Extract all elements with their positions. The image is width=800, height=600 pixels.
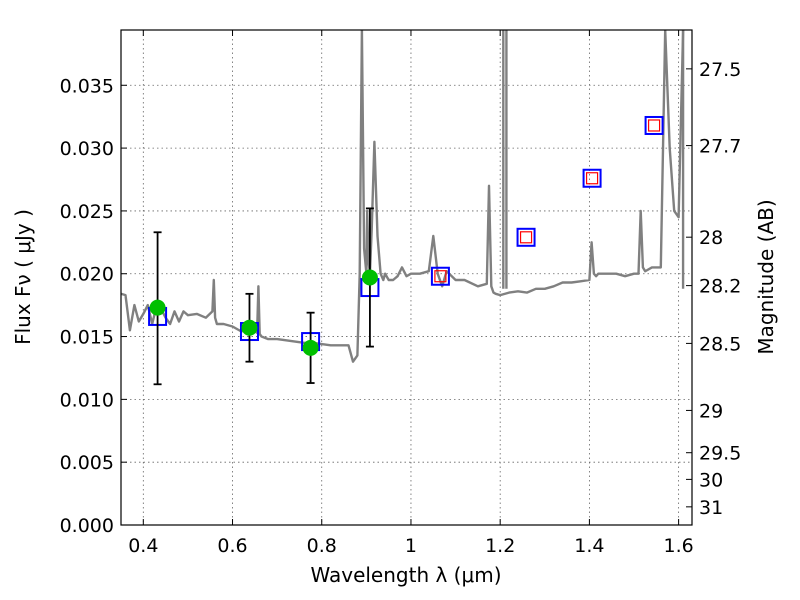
- observed-flux-point: [361, 269, 378, 286]
- magnitude-tick-label: 28.2: [699, 276, 741, 298]
- y-tick-label: 0.015: [60, 327, 114, 349]
- observed-flux-point: [149, 299, 166, 316]
- plot-frame: [120, 29, 693, 526]
- y-axis: 0.000 0.005 0.010 0.015 0.020 0.025 0.030 0.035: [60, 75, 127, 537]
- model-flux-box: [516, 227, 536, 247]
- x-axis-label: Wavelength λ (μm): [310, 563, 501, 587]
- y-tick-label: 0.020: [60, 264, 114, 286]
- y-tick-label: 0.030: [60, 138, 114, 160]
- magnitude-tick-label: 29.5: [699, 443, 741, 465]
- predicted-flux-box: [647, 119, 661, 132]
- magnitude-tick-label: 27.5: [699, 59, 741, 81]
- magnitude-tick-label: 29: [699, 400, 723, 422]
- observed-flux-point: [241, 319, 258, 336]
- model-flux-box: [430, 266, 450, 286]
- x-tick-label: 0.8: [307, 535, 337, 557]
- y-tick-label: 0.010: [60, 389, 114, 411]
- magnitude-tick-label: 31: [699, 497, 723, 519]
- magnitude-tick-label: 30: [699, 469, 723, 491]
- magnitude-axis: 27.5 27.7 28 28.2 28.5 29 29.5 30 31: [686, 59, 741, 519]
- x-tick-label: 1: [405, 535, 417, 557]
- x-tick-label: 0.6: [217, 535, 247, 557]
- magnitude-tick-label: 28: [699, 227, 723, 249]
- y-tick-label: 0.005: [60, 452, 114, 474]
- predicted-flux-box: [585, 172, 599, 185]
- spectrum-layer: [121, 30, 685, 363]
- observed-flux-point: [302, 339, 319, 356]
- x-tick-label: 1.6: [664, 535, 694, 557]
- grid-lines: [121, 30, 692, 526]
- y-tick-label: 0.035: [60, 75, 114, 97]
- y-tick-label: 0.000: [60, 515, 114, 537]
- magnitude-axis-label: Magnitude (AB): [754, 199, 778, 354]
- x-tick-label: 1.2: [485, 535, 515, 557]
- model-flux-box: [582, 168, 602, 188]
- model-flux-box: [644, 115, 664, 135]
- magnitude-tick-label: 27.7: [699, 136, 741, 158]
- x-axis: 0.4 0.6 0.8 1 1.2 1.4 1.6: [128, 30, 694, 557]
- spectrum-line: [121, 30, 685, 363]
- magnitude-tick-label: 28.5: [699, 333, 741, 355]
- photometry-layer: [148, 115, 664, 386]
- y-tick-label: 0.025: [60, 201, 114, 223]
- predicted-flux-box: [519, 231, 533, 244]
- predicted-flux-box: [434, 270, 447, 283]
- x-tick-label: 1.4: [574, 535, 604, 557]
- x-tick-label: 0.4: [128, 535, 158, 557]
- y-axis-label: Flux Fν ( μJy ): [11, 209, 35, 345]
